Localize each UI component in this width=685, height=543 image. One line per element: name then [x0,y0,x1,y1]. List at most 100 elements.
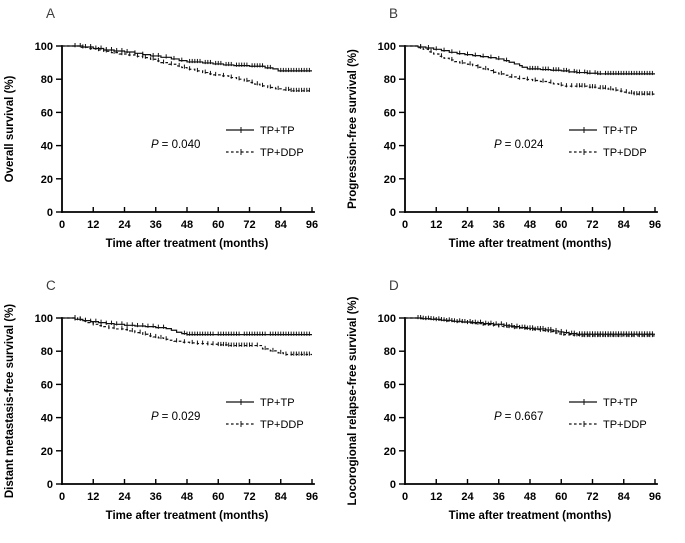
x-axis-title: Time after treatment (months) [106,238,269,250]
x-tick-label: 84 [618,219,631,231]
x-tick-label: 36 [493,219,505,231]
x-tick-label: 60 [555,491,567,503]
plot-area: 0 12 24 36 48 60 72 84 96 0 20 40 60 80 100 [35,41,318,231]
x-axis-title: Time after treatment (months) [106,510,269,522]
x-tick-label: 84 [618,491,631,503]
y-tick-label: 0 [390,479,396,491]
x-tick-label: 60 [555,219,567,231]
x-tick-label: 36 [493,491,505,503]
survival-curve-dashed [62,317,312,356]
x-tick-label: 48 [524,491,536,503]
x-tick-label: 84 [275,219,288,231]
x-tick-label: 24 [118,219,131,231]
x-tick-label: 48 [181,491,193,503]
x-tick-label: 48 [181,219,193,231]
x-tick-label: 60 [212,491,224,503]
y-tick-label: 80 [41,346,53,358]
y-tick-label: 40 [41,141,53,153]
x-tick-label: 72 [243,219,255,231]
y-axis-title: Progression-free survival (%) [347,49,359,209]
panel-letter: A [46,6,55,21]
p-value-label: P = 0.024 [494,139,544,151]
y-tick-label: 60 [41,379,53,391]
legend: TP+TP TP+DDP [569,125,647,159]
y-tick-label: 80 [41,74,53,86]
y-tick-label: 20 [384,446,396,458]
y-tick-label: 100 [378,313,396,325]
plot-area: 0 12 24 36 48 60 72 84 96 0 20 40 60 80 100 [35,313,318,503]
x-tick-label: 36 [150,219,162,231]
legend: TP+TP TP+DDP [569,397,647,431]
p-value-label: P = 0.040 [151,139,200,151]
x-tick-label: 96 [649,491,661,503]
x-tick-label: 24 [461,491,474,503]
panel-progression-free-survival: B Progression-free survival (%) 0 12 24 36 4… [347,6,661,250]
legend-label-tp-tp: TP+TP [603,397,638,409]
p-value-label: P = 0.667 [494,411,543,423]
panel-letter: C [46,278,56,293]
x-tick-label: 72 [586,219,598,231]
x-axis-title: Time after treatment (months) [449,510,612,522]
plot-area: 0 12 24 36 48 60 72 84 96 0 20 40 60 80 100 [378,41,661,231]
y-tick-label: 100 [35,313,53,325]
x-tick-label: 96 [306,491,318,503]
y-tick-label: 20 [384,174,396,186]
x-tick-label: 12 [430,219,442,231]
y-axis-title: Distant metastasis-free survival (%) [4,304,16,498]
y-tick-label: 60 [384,379,396,391]
y-tick-label: 80 [384,346,396,358]
legend: TP+TP TP+DDP [226,125,304,159]
legend-label-tp-tp: TP+TP [260,397,295,409]
panel-distant-metastasis-free-survival: C Distant metastasis-free survival (%) 0… [4,278,318,522]
x-tick-label: 72 [243,491,255,503]
y-tick-label: 40 [41,413,53,425]
survival-curve-dashed [405,45,655,95]
y-tick-label: 0 [390,207,396,219]
legend-label-tp-ddp: TP+DDP [260,419,304,431]
x-tick-label: 24 [118,491,131,503]
plot-area: 0 12 24 36 48 60 72 84 96 0 20 40 60 80 100 [378,313,661,503]
x-tick-label: 12 [87,219,99,231]
x-tick-label: 0 [402,219,408,231]
x-tick-label: 12 [87,491,99,503]
x-tick-label: 96 [649,219,661,231]
y-tick-label: 100 [35,41,53,53]
y-tick-label: 100 [378,41,396,53]
legend-label-tp-ddp: TP+DDP [260,147,304,159]
x-tick-label: 24 [461,219,474,231]
y-tick-label: 20 [41,446,53,458]
x-tick-label: 12 [430,491,442,503]
panel-overall-survival: A Overall survival (%) 0 12 24 36 48 60 72 84 96… [4,6,318,250]
x-tick-label: 72 [586,491,598,503]
legend-label-tp-ddp: TP+DDP [603,419,647,431]
y-axis-title: Locorogional relapse-free survival (%) [347,296,359,505]
x-tick-label: 0 [59,491,65,503]
legend-label-tp-tp: TP+TP [603,125,638,137]
legend: TP+TP TP+DDP [226,397,304,431]
y-tick-label: 40 [384,141,396,153]
x-tick-label: 96 [306,219,318,231]
p-value-label: P = 0.029 [151,411,200,423]
x-tick-label: 48 [524,219,536,231]
panel-letter: D [389,278,399,293]
y-axis-title: Overall survival (%) [4,75,16,182]
survival-curve-dashed [405,317,655,337]
y-tick-label: 40 [384,413,396,425]
y-tick-label: 0 [47,207,53,219]
y-tick-label: 80 [384,74,396,86]
x-tick-label: 36 [150,491,162,503]
x-tick-label: 0 [402,491,408,503]
x-tick-label: 60 [212,219,224,231]
y-tick-label: 60 [41,107,53,119]
x-tick-label: 0 [59,219,65,231]
x-tick-label: 84 [275,491,288,503]
panel-locoregional-relapse-free-survival: D Locorogional relapse-free survival (%)… [347,278,661,522]
y-tick-label: 60 [384,107,396,119]
legend-label-tp-tp: TP+TP [260,125,295,137]
x-axis-title: Time after treatment (months) [449,238,612,250]
y-tick-label: 20 [41,174,53,186]
panel-letter: B [389,6,398,21]
legend-label-tp-ddp: TP+DDP [603,147,647,159]
survival-curve-dashed [62,45,312,92]
